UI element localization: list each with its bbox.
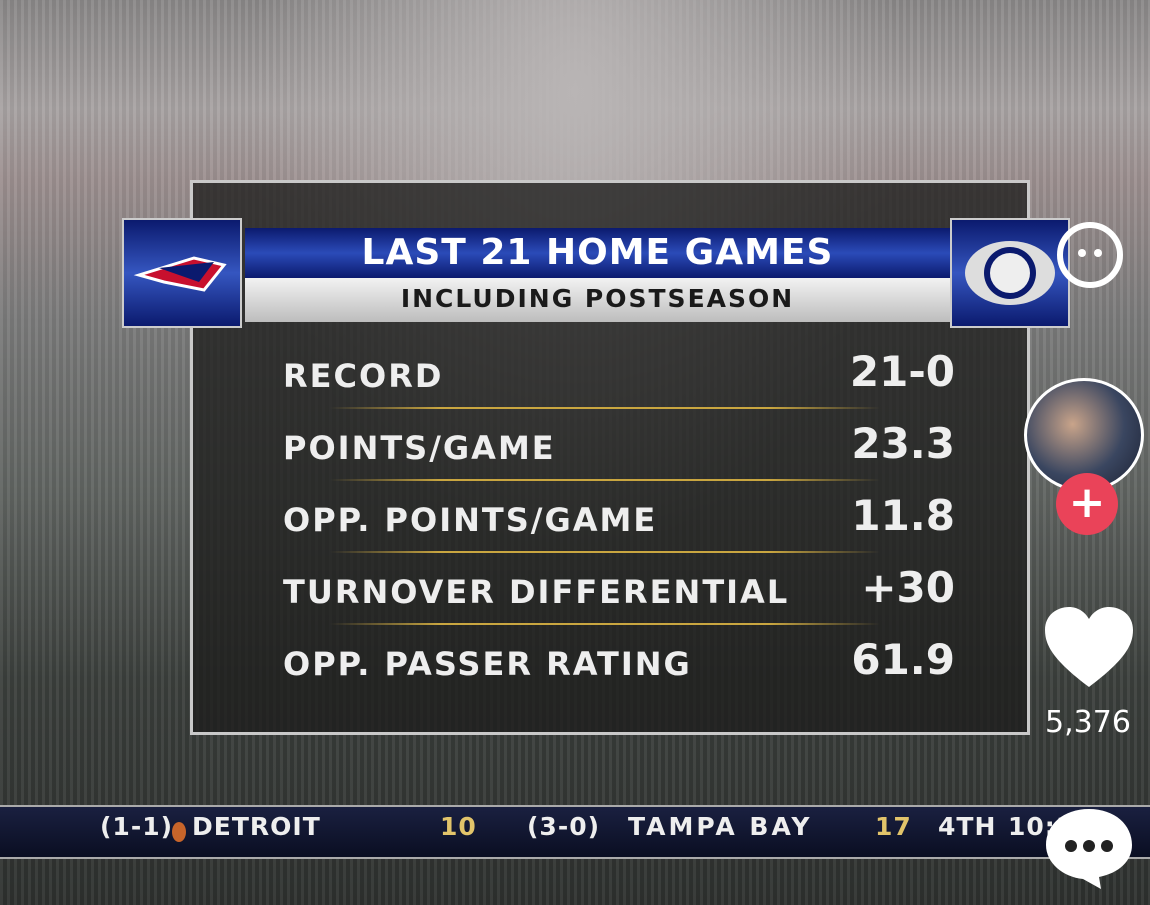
- logo-icon: [133, 256, 227, 292]
- row-divider: [330, 407, 880, 409]
- logo-icon: [965, 241, 1055, 305]
- away-team: DETROIT: [192, 812, 321, 841]
- stat-value: 23.3: [851, 419, 955, 468]
- patriots-logo: [122, 218, 242, 328]
- score-ticker: [0, 805, 1150, 859]
- comment-button[interactable]: [1043, 805, 1135, 890]
- row-divider: [330, 551, 880, 553]
- like-button[interactable]: [1043, 605, 1135, 690]
- home-record: (3-0): [527, 812, 601, 841]
- quarter: 4TH: [938, 812, 997, 841]
- cbs-logo: [950, 218, 1070, 328]
- stat-label: OPP. POINTS/GAME: [283, 501, 658, 539]
- home-score: 17: [875, 812, 912, 841]
- row-divider: [330, 623, 880, 625]
- stat-label: TURNOVER DIFFERENTIAL: [283, 573, 790, 611]
- stat-label: RECORD: [283, 357, 444, 395]
- like-count: 5,376: [1045, 705, 1131, 740]
- stat-value: 11.8: [851, 491, 955, 540]
- football-icon: [172, 822, 186, 842]
- home-team: TAMPA BAY: [628, 812, 813, 841]
- stat-label: OPP. PASSER RATING: [283, 645, 692, 683]
- stat-value: +30: [861, 563, 955, 612]
- away-record: (1-1): [100, 812, 174, 841]
- stat-value: 61.9: [851, 635, 955, 684]
- title-bar: [245, 228, 950, 278]
- follow-button[interactable]: +: [1056, 473, 1118, 535]
- stat-label: POINTS/GAME: [283, 429, 556, 467]
- subtitle-bar: [245, 278, 950, 322]
- graphic-subtitle: INCLUDING POSTSEASON: [400, 284, 795, 313]
- graphic-title: LAST 21 HOME GAMES: [361, 232, 834, 273]
- away-score: 10: [440, 812, 477, 841]
- face-icon[interactable]: [1055, 220, 1125, 290]
- row-divider: [330, 479, 880, 481]
- stat-value: 21-0: [849, 347, 955, 396]
